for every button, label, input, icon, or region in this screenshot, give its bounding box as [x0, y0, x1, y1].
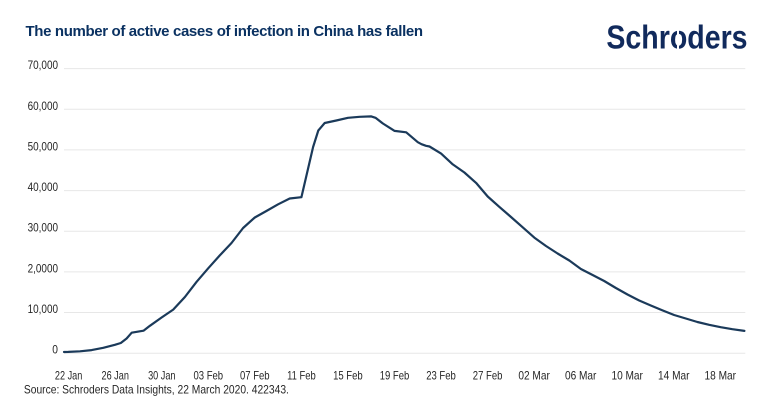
- svg-text:19 Feb: 19 Feb: [380, 369, 410, 383]
- svg-text:07 Feb: 07 Feb: [240, 369, 270, 383]
- svg-text:2,0000: 2,0000: [28, 261, 59, 275]
- svg-text:03 Feb: 03 Feb: [194, 369, 224, 383]
- svg-text:27 Feb: 27 Feb: [473, 369, 503, 383]
- svg-text:14 Mar: 14 Mar: [658, 369, 690, 383]
- svg-text:50,000: 50,000: [28, 139, 59, 153]
- svg-text:0: 0: [52, 343, 58, 357]
- svg-text:22 Jan: 22 Jan: [55, 369, 82, 383]
- svg-text:06 Mar: 06 Mar: [565, 369, 597, 383]
- svg-text:15 Feb: 15 Feb: [333, 369, 363, 383]
- svg-text:26 Jan: 26 Jan: [102, 369, 129, 383]
- svg-text:10 Mar: 10 Mar: [611, 369, 643, 383]
- svg-text:70,000: 70,000: [28, 58, 59, 72]
- svg-text:The number of active cases of: The number of active cases of infection …: [26, 23, 423, 40]
- svg-text:10,000: 10,000: [28, 302, 59, 316]
- svg-text:23 Feb: 23 Feb: [426, 369, 456, 383]
- svg-text:02 Mar: 02 Mar: [518, 369, 550, 383]
- svg-text:Schroders: Schroders: [606, 19, 747, 56]
- svg-text:40,000: 40,000: [28, 180, 59, 194]
- svg-text:Source: Schroders Data Insight: Source: Schroders Data Insights, 22 Marc…: [24, 382, 289, 396]
- svg-text:30,000: 30,000: [28, 221, 59, 235]
- svg-text:60,000: 60,000: [28, 99, 59, 113]
- svg-text:11 Feb: 11 Feb: [287, 369, 316, 383]
- svg-text:30 Jan: 30 Jan: [148, 369, 175, 383]
- svg-text:18 Mar: 18 Mar: [705, 369, 737, 383]
